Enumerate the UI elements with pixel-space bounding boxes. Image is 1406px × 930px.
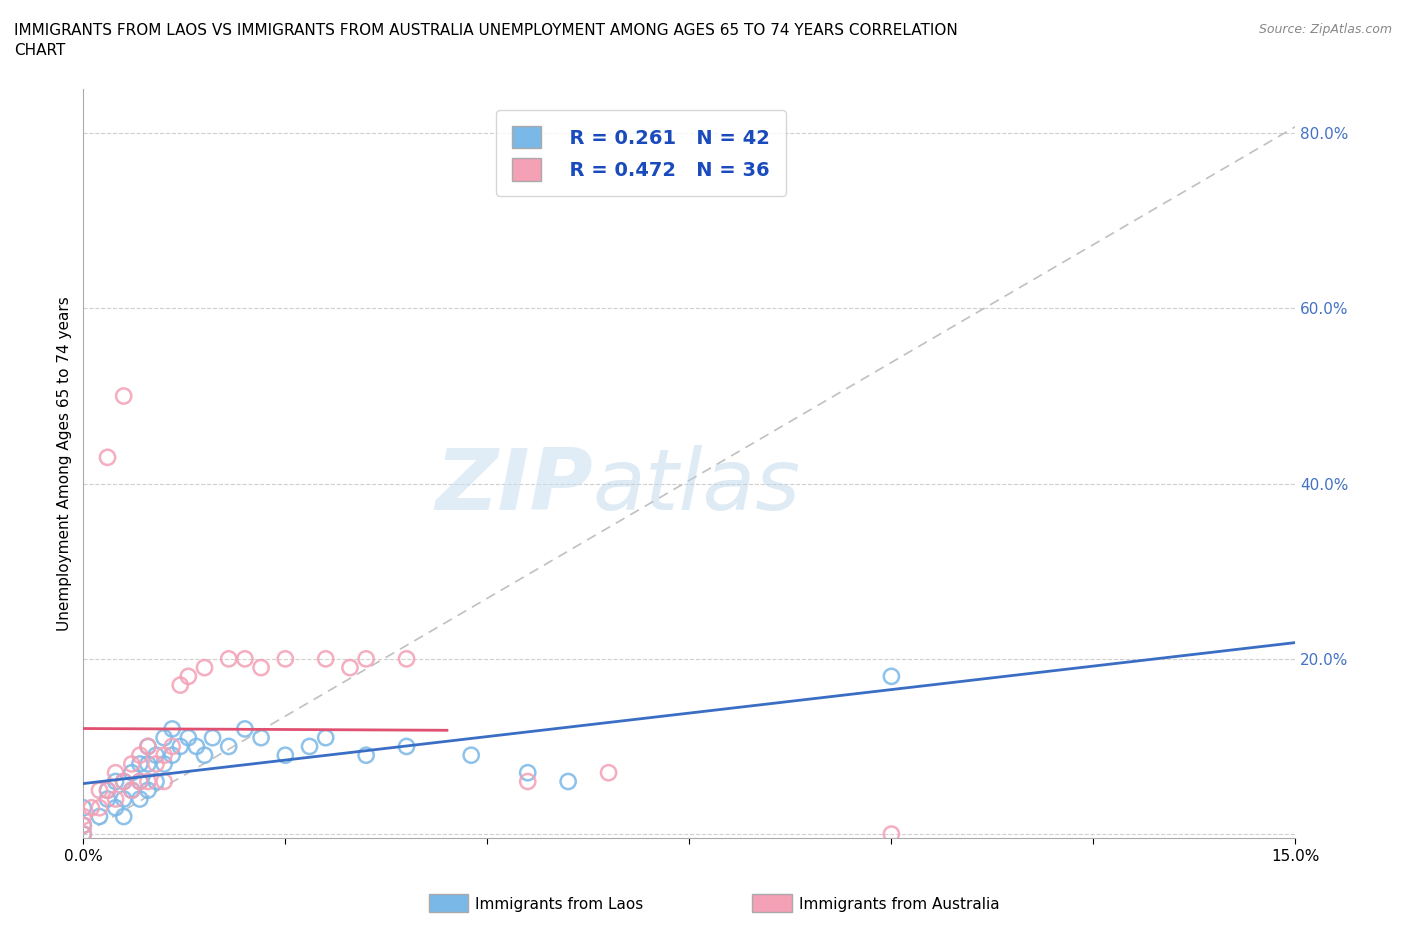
Point	[880, 827, 903, 842]
Point	[112, 389, 135, 404]
Point	[250, 730, 273, 745]
Point	[121, 783, 143, 798]
Point	[104, 774, 127, 789]
Point	[153, 730, 176, 745]
Point	[354, 651, 377, 666]
Point	[96, 783, 118, 798]
Point	[160, 722, 183, 737]
Point	[153, 774, 176, 789]
Point	[136, 739, 159, 754]
Point	[233, 651, 256, 666]
Point	[104, 801, 127, 816]
Point	[177, 730, 200, 745]
Point	[160, 748, 183, 763]
Point	[274, 748, 297, 763]
Point	[598, 765, 620, 780]
Point	[169, 678, 191, 693]
Point	[72, 817, 94, 832]
Point	[145, 756, 167, 771]
Point	[136, 756, 159, 771]
Point	[177, 669, 200, 684]
Point	[89, 809, 111, 824]
Point	[145, 774, 167, 789]
Text: Immigrants from Laos: Immigrants from Laos	[475, 897, 644, 912]
Point	[218, 651, 240, 666]
Point	[169, 739, 191, 754]
Point	[557, 774, 579, 789]
Point	[112, 791, 135, 806]
Text: Source: ZipAtlas.com: Source: ZipAtlas.com	[1258, 23, 1392, 36]
Point	[250, 660, 273, 675]
Point	[80, 801, 103, 816]
Point	[136, 774, 159, 789]
Point	[128, 791, 150, 806]
Point	[121, 756, 143, 771]
Point	[112, 774, 135, 789]
Point	[121, 783, 143, 798]
Point	[128, 774, 150, 789]
Point	[112, 774, 135, 789]
Y-axis label: Unemployment Among Ages 65 to 74 years: Unemployment Among Ages 65 to 74 years	[58, 297, 72, 631]
Point	[315, 730, 337, 745]
Point	[136, 739, 159, 754]
Point	[72, 827, 94, 842]
Text: IMMIGRANTS FROM LAOS VS IMMIGRANTS FROM AUSTRALIA UNEMPLOYMENT AMONG AGES 65 TO : IMMIGRANTS FROM LAOS VS IMMIGRANTS FROM …	[14, 23, 957, 58]
Point	[128, 756, 150, 771]
Point	[516, 765, 538, 780]
Point	[153, 748, 176, 763]
Point	[160, 739, 183, 754]
Point	[121, 765, 143, 780]
Point	[72, 827, 94, 842]
Point	[354, 748, 377, 763]
Point	[516, 774, 538, 789]
Point	[193, 660, 215, 675]
Point	[395, 651, 418, 666]
Point	[315, 651, 337, 666]
Point	[201, 730, 224, 745]
Point	[298, 739, 321, 754]
Point	[89, 801, 111, 816]
Point	[104, 765, 127, 780]
Point	[339, 660, 361, 675]
Point	[186, 739, 208, 754]
Point	[218, 739, 240, 754]
Point	[104, 791, 127, 806]
Point	[72, 801, 94, 816]
Point	[72, 809, 94, 824]
Point	[395, 739, 418, 754]
Legend:   R = 0.261   N = 42,   R = 0.472   N = 36: R = 0.261 N = 42, R = 0.472 N = 36	[496, 111, 786, 196]
Point	[880, 669, 903, 684]
Point	[72, 817, 94, 832]
Point	[96, 450, 118, 465]
Point	[128, 774, 150, 789]
Point	[274, 651, 297, 666]
Point	[96, 783, 118, 798]
Point	[136, 783, 159, 798]
Point	[128, 748, 150, 763]
Point	[233, 722, 256, 737]
Text: atlas: atlas	[592, 445, 800, 528]
Point	[89, 783, 111, 798]
Point	[96, 791, 118, 806]
Point	[145, 748, 167, 763]
Text: Immigrants from Australia: Immigrants from Australia	[799, 897, 1000, 912]
Point	[193, 748, 215, 763]
Point	[460, 748, 482, 763]
Point	[153, 756, 176, 771]
Text: ZIP: ZIP	[434, 445, 592, 528]
Point	[112, 809, 135, 824]
